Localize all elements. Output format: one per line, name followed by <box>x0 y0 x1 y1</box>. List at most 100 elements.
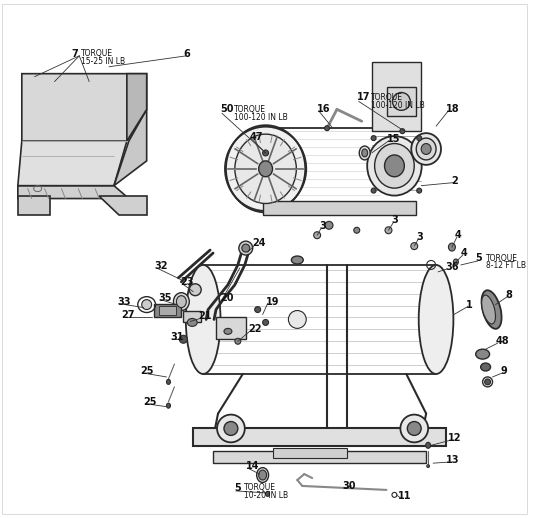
Ellipse shape <box>263 320 269 325</box>
Ellipse shape <box>258 161 272 177</box>
Text: 23: 23 <box>180 277 194 287</box>
Text: 27: 27 <box>121 310 135 321</box>
Ellipse shape <box>400 128 405 134</box>
Ellipse shape <box>325 126 329 131</box>
Text: 25: 25 <box>141 366 154 376</box>
Ellipse shape <box>419 265 453 374</box>
Text: 11: 11 <box>398 491 412 501</box>
Ellipse shape <box>427 465 430 468</box>
Text: 48: 48 <box>496 336 509 346</box>
Ellipse shape <box>313 232 320 239</box>
Ellipse shape <box>417 136 422 140</box>
Ellipse shape <box>258 470 266 480</box>
Text: 4: 4 <box>461 248 468 258</box>
Ellipse shape <box>257 468 269 482</box>
Ellipse shape <box>453 259 458 265</box>
Text: 32: 32 <box>155 261 168 271</box>
Text: TORQUE: TORQUE <box>371 93 403 102</box>
Text: 10-20 IN LB: 10-20 IN LB <box>244 492 288 500</box>
Text: 4: 4 <box>455 230 461 240</box>
Polygon shape <box>18 141 127 185</box>
Text: 36: 36 <box>445 262 459 272</box>
Polygon shape <box>22 74 147 141</box>
Text: TORQUE: TORQUE <box>234 105 266 114</box>
Ellipse shape <box>288 310 306 328</box>
Ellipse shape <box>362 149 368 157</box>
Ellipse shape <box>482 295 496 324</box>
Bar <box>216 318 246 339</box>
Text: 8: 8 <box>505 290 512 300</box>
Ellipse shape <box>255 307 261 312</box>
Text: 47: 47 <box>250 132 263 142</box>
Ellipse shape <box>292 256 303 264</box>
Text: 13: 13 <box>446 455 459 465</box>
Ellipse shape <box>226 125 305 212</box>
Text: 7: 7 <box>72 49 78 59</box>
Text: 50: 50 <box>220 104 233 114</box>
Text: 33: 33 <box>117 297 130 307</box>
Ellipse shape <box>167 379 170 384</box>
Text: 21: 21 <box>198 311 211 322</box>
Ellipse shape <box>411 242 418 250</box>
Ellipse shape <box>167 403 170 408</box>
Bar <box>183 310 201 322</box>
Text: 17: 17 <box>357 92 370 103</box>
Text: 8-12 FT LB: 8-12 FT LB <box>485 262 525 270</box>
Ellipse shape <box>263 150 269 156</box>
Text: 16: 16 <box>317 104 331 114</box>
Ellipse shape <box>371 136 376 140</box>
Text: 6: 6 <box>183 49 190 59</box>
Text: TORQUE: TORQUE <box>244 483 276 493</box>
Ellipse shape <box>375 143 414 188</box>
Ellipse shape <box>482 290 501 329</box>
Text: 2: 2 <box>451 176 458 186</box>
Bar <box>372 62 421 131</box>
Ellipse shape <box>242 244 250 252</box>
Polygon shape <box>18 185 129 198</box>
Ellipse shape <box>325 221 333 229</box>
Ellipse shape <box>411 133 441 165</box>
Bar <box>387 87 416 116</box>
Ellipse shape <box>367 136 422 196</box>
Polygon shape <box>114 109 147 185</box>
Text: 15: 15 <box>387 134 400 144</box>
Ellipse shape <box>384 155 404 177</box>
Text: 31: 31 <box>170 332 184 342</box>
Text: 100-120 IN LB: 100-120 IN LB <box>371 101 425 110</box>
Bar <box>159 306 176 315</box>
Text: TORQUE: TORQUE <box>81 49 113 59</box>
Ellipse shape <box>485 379 491 385</box>
Ellipse shape <box>371 188 376 193</box>
Bar <box>263 200 416 215</box>
Polygon shape <box>127 74 147 141</box>
Ellipse shape <box>239 241 253 255</box>
Ellipse shape <box>142 299 152 310</box>
Text: 15-25 IN LB: 15-25 IN LB <box>81 57 125 66</box>
Text: 22: 22 <box>248 324 261 334</box>
Ellipse shape <box>189 284 201 296</box>
Ellipse shape <box>407 422 421 436</box>
Text: 3: 3 <box>416 232 423 242</box>
Text: 5: 5 <box>234 483 241 493</box>
Ellipse shape <box>179 335 187 343</box>
Ellipse shape <box>400 414 428 442</box>
Ellipse shape <box>176 296 186 308</box>
Text: 1: 1 <box>466 299 473 310</box>
Ellipse shape <box>354 227 360 233</box>
Bar <box>193 428 446 447</box>
Ellipse shape <box>265 492 270 496</box>
Ellipse shape <box>426 442 430 448</box>
Bar <box>154 304 182 318</box>
Ellipse shape <box>224 422 238 436</box>
Text: 3: 3 <box>391 215 398 225</box>
Ellipse shape <box>392 93 410 110</box>
Text: 9: 9 <box>500 366 507 376</box>
Ellipse shape <box>449 243 456 251</box>
Ellipse shape <box>235 134 296 204</box>
Text: 14: 14 <box>246 461 260 471</box>
Ellipse shape <box>235 338 241 344</box>
Ellipse shape <box>481 363 491 371</box>
Text: 35: 35 <box>159 293 172 303</box>
Ellipse shape <box>174 293 189 310</box>
Text: 30: 30 <box>342 481 356 491</box>
